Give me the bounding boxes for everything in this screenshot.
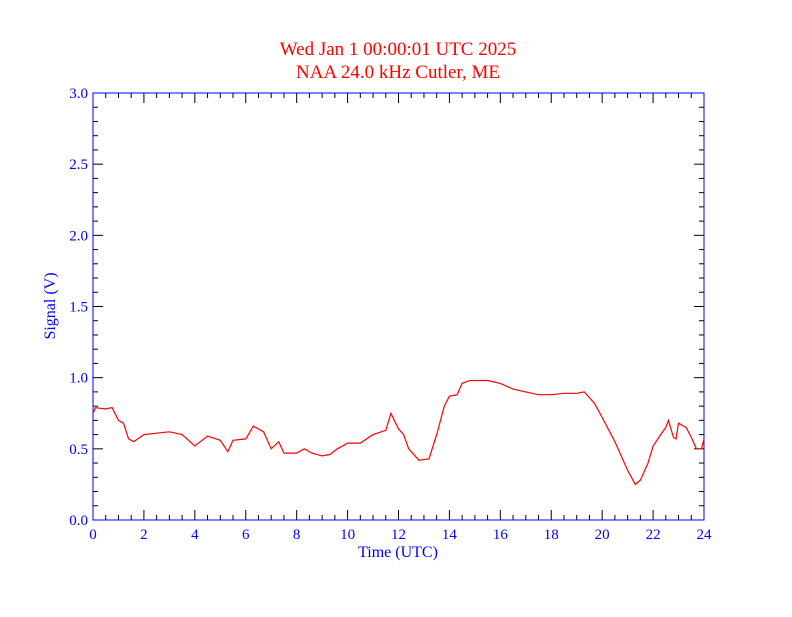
y-axis-label: Signal (V) bbox=[42, 272, 59, 339]
x-tick-label: 22 bbox=[646, 527, 661, 543]
chart-title: Wed Jan 1 00:00:01 UTC 2025 bbox=[280, 39, 516, 60]
x-tick-label: 8 bbox=[293, 527, 301, 543]
x-tick-label: 20 bbox=[595, 527, 610, 543]
x-tick-label: 6 bbox=[242, 527, 250, 543]
x-tick-label: 24 bbox=[697, 527, 713, 543]
x-tick-label: 14 bbox=[442, 527, 458, 543]
plot-frame bbox=[92, 92, 705, 521]
y-tick-label: 3.0 bbox=[69, 86, 88, 102]
y-tick-label: 2.5 bbox=[69, 157, 88, 173]
y-tick-label: 1.0 bbox=[69, 371, 88, 387]
y-tick-label: 0.5 bbox=[69, 442, 88, 458]
x-axis-label: Time (UTC) bbox=[358, 544, 438, 561]
y-tick-label: 0.0 bbox=[69, 513, 88, 529]
x-tick-label: 0 bbox=[89, 527, 97, 543]
signal-line bbox=[92, 379, 705, 486]
x-tick-label: 18 bbox=[544, 527, 559, 543]
x-tick-label: 2 bbox=[140, 527, 148, 543]
chart-subtitle: NAA 24.0 kHz Cutler, ME bbox=[296, 62, 500, 83]
x-tick-label: 16 bbox=[493, 527, 509, 543]
y-tick-label: 2.0 bbox=[69, 228, 88, 244]
y-tick-label: 1.5 bbox=[69, 300, 88, 316]
x-tick-label: 10 bbox=[340, 527, 355, 543]
x-tick-label: 12 bbox=[391, 527, 406, 543]
x-tick-label: 4 bbox=[191, 527, 199, 543]
